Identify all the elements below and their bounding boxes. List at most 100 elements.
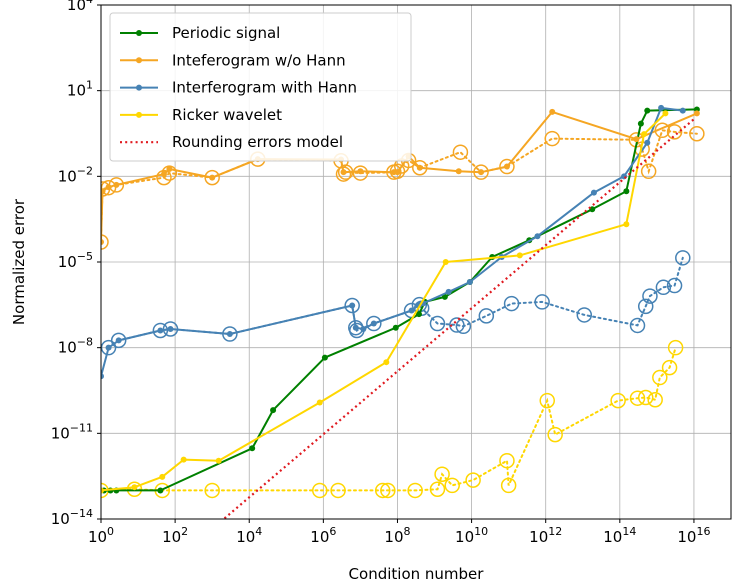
series-point [131, 484, 138, 491]
hollow-point [429, 315, 446, 332]
series-point [534, 233, 541, 240]
hollow-point [156, 169, 172, 186]
hollow-point [539, 392, 555, 409]
hollow-point [380, 482, 396, 499]
series-point [113, 181, 120, 188]
series-point [115, 337, 122, 344]
series-point [101, 487, 104, 494]
hollow-point [544, 130, 560, 147]
series-line [101, 112, 667, 492]
series-point [641, 131, 648, 138]
y-tick-label: 10−8 [58, 336, 93, 357]
legend-entry: Inteferogram w/o Hann [120, 51, 346, 69]
legend-label: Periodic signal [172, 24, 280, 42]
series-point [394, 169, 401, 176]
series-point [441, 293, 448, 300]
legend-marker [136, 84, 142, 91]
series-point [503, 163, 510, 170]
series-point [466, 278, 473, 285]
x-tick-label: 1016 [677, 525, 710, 546]
hollow-point [352, 165, 369, 181]
hollow-point [667, 339, 684, 356]
hollow-point [576, 307, 593, 323]
hollow-point [499, 158, 515, 175]
y-tick-label: 10−11 [51, 421, 93, 442]
series-point [215, 457, 222, 464]
x-tick-label: 1010 [455, 525, 488, 546]
series-point [516, 252, 523, 259]
series-point [416, 164, 423, 171]
hollow-point [610, 392, 626, 409]
hollow-point [637, 389, 654, 406]
series-point [590, 189, 597, 196]
y-tick-label: 10−5 [58, 250, 93, 271]
series-point [101, 373, 104, 380]
x-tick-label: 1014 [603, 525, 636, 546]
hollow-point [366, 315, 382, 332]
series-point [549, 108, 556, 115]
hollow-point [204, 169, 220, 186]
series-point [357, 168, 364, 175]
hollow-point [449, 317, 465, 333]
hollow-point [666, 277, 683, 294]
series-point [226, 331, 233, 338]
series-point [662, 110, 669, 117]
hollow-point [500, 477, 517, 494]
series-point [360, 326, 367, 333]
series-point [105, 344, 112, 351]
series-point [623, 188, 630, 195]
hollow-point [629, 317, 646, 334]
hollow-point [655, 279, 672, 296]
x-tick-label: 106 [310, 525, 336, 546]
series-point [408, 307, 415, 314]
legend: Periodic signal Inteferogram w/o Hann Inte… [109, 12, 412, 162]
hollow-point [444, 477, 460, 494]
series-point [633, 136, 640, 143]
y-tick-label: 10−2 [58, 164, 93, 185]
hollow-point [661, 359, 678, 376]
series-point [693, 110, 700, 117]
hollow-point [204, 482, 220, 499]
series-point [445, 288, 452, 295]
hollow-point [534, 294, 550, 310]
legend-marker [136, 111, 142, 118]
hollow-point [452, 144, 469, 160]
hollow-point [637, 298, 654, 315]
y-axis-label: Normalized error [10, 198, 28, 325]
hollow-point [642, 288, 658, 304]
series-point [166, 166, 173, 173]
hollow-point [478, 308, 495, 324]
series-point [478, 169, 485, 176]
series-point [159, 473, 166, 480]
x-axis-ticks: 100 102 104 106 108 1010 1012 1014 1016 [88, 519, 710, 546]
legend-entry: Interferogram with Hann [120, 79, 357, 97]
hollow-point [666, 124, 683, 140]
hollow-point [689, 125, 705, 142]
legend-marker [136, 30, 142, 36]
x-tick-label: 100 [88, 525, 114, 546]
legend-label: Interferogram with Hann [172, 79, 357, 97]
series-point [105, 184, 112, 191]
hollow-point [101, 339, 117, 356]
hollow-point [647, 391, 663, 408]
series-point [383, 359, 390, 366]
hollow-point [429, 481, 446, 498]
hollow-point [465, 472, 481, 488]
series-point [316, 399, 323, 406]
hollow-point [434, 466, 450, 482]
hollow-point [101, 234, 109, 250]
series-point [415, 311, 422, 318]
series-line [101, 106, 683, 377]
hollow-point [652, 369, 668, 386]
hollow-point [455, 318, 472, 335]
hollow-point [640, 163, 657, 180]
y-tick-label: 10−14 [51, 507, 93, 528]
hollow-point [110, 332, 127, 349]
series-point [101, 188, 106, 195]
legend-entry: Rounding errors model [120, 133, 343, 151]
series-point [167, 326, 174, 333]
series-point [321, 354, 328, 361]
hollow-point [344, 297, 360, 314]
legend-marker [136, 57, 142, 64]
